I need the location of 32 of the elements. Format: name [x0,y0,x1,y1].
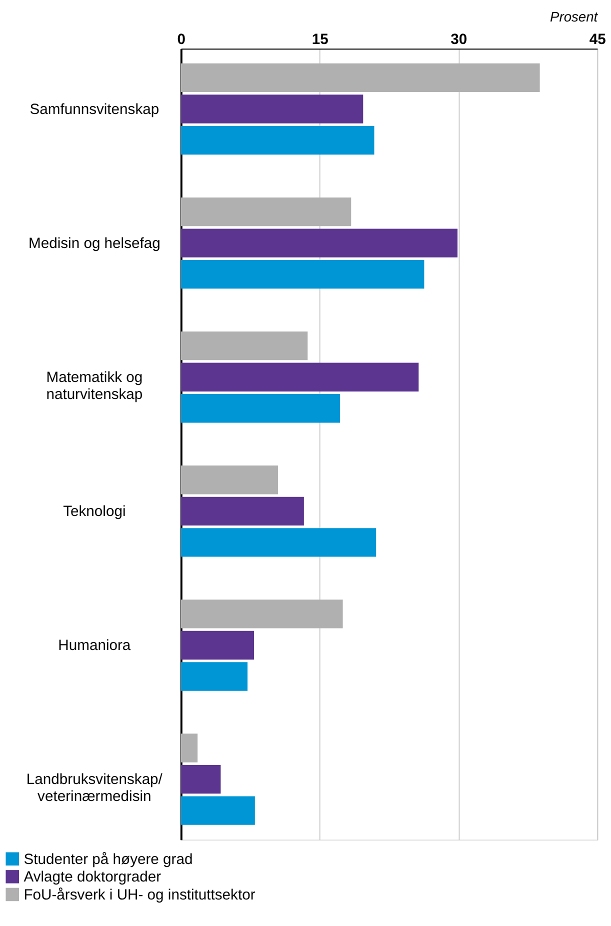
bar [180,126,374,155]
bar [180,94,364,124]
x-tick-label: 15 [312,32,328,48]
x-tick-label: 0 [177,32,186,48]
bar [180,764,221,794]
bar [180,394,340,423]
bar [180,331,308,360]
y-tick-label: Landbruksvitenskap/ veterinærmedisin [26,772,164,806]
legend-label: FoU-årsverk i UH- og instituttsektor [24,887,256,904]
x-tick-label: 45 [589,32,606,48]
bar [180,630,254,660]
x-axis-title: Prosent [550,8,599,24]
bar [180,228,458,258]
bar [180,63,540,92]
bar [180,362,419,392]
bar [180,496,304,526]
y-tick-label: Humaniora [58,638,132,654]
legend-label: Studenter på høyere grad [24,852,193,868]
y-tick-label: Samfunnsvitenskap [30,102,160,118]
y-tick-label: Matematikk og naturvitenskap [46,370,143,403]
bar [180,260,424,289]
bar [180,734,198,762]
bar [180,528,376,557]
x-tick-label: 30 [450,32,468,48]
bar [180,796,255,825]
bar [180,197,352,226]
bar [180,600,343,628]
bar [180,466,278,494]
legend-label: Avlagte doktorgrader [24,870,162,886]
bar [180,662,248,691]
y-tick-label: Medisin og helsefag [28,236,160,252]
y-tick-label: Teknologi [63,504,126,520]
